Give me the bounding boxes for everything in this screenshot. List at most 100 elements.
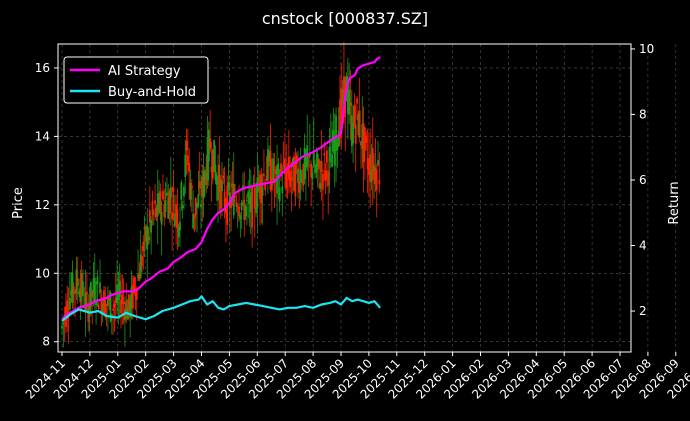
candle-body (74, 291, 77, 293)
candle-body (124, 309, 126, 321)
candle-body (201, 177, 204, 197)
candle-body (310, 163, 313, 178)
candle-body (112, 308, 115, 311)
candle-body (183, 186, 185, 197)
plot-frame (57, 43, 632, 353)
candle-body (324, 170, 327, 181)
candle-body (80, 273, 83, 297)
candle-body (106, 295, 109, 306)
candle-body (207, 129, 210, 162)
candle-body (196, 203, 198, 208)
legend: AI Strategy Buy-and-Hold (63, 56, 209, 104)
candle-body (314, 167, 316, 174)
candle-body (247, 191, 250, 198)
candle-body (341, 89, 344, 104)
candle-body (306, 145, 309, 168)
candle-body (154, 200, 157, 204)
candle-body (186, 155, 189, 165)
candle-body (192, 213, 195, 229)
right-axis-label: Return (667, 181, 682, 224)
candle-body (148, 210, 151, 223)
candle-body (354, 124, 357, 144)
candle-body (248, 196, 251, 205)
chart-title: cnstock [000837.SZ] (262, 9, 428, 28)
candle-body (179, 221, 181, 231)
candle-body (164, 200, 167, 212)
candle-body (274, 169, 277, 174)
candle-body (362, 123, 365, 163)
candle-body (147, 236, 150, 240)
candle-body (259, 174, 261, 200)
candle-body (146, 225, 149, 250)
candle-body (322, 173, 324, 190)
candle-body (236, 211, 239, 213)
candle-body (160, 211, 163, 225)
candle-body (78, 291, 80, 295)
candle-body (331, 154, 334, 167)
candle-body (260, 174, 263, 204)
candle-body (350, 115, 353, 146)
candle-body (282, 164, 285, 166)
series-lines (61, 56, 381, 322)
candle-body (139, 254, 142, 278)
candle-body (211, 149, 214, 179)
candle-body (238, 206, 240, 217)
candle-body (62, 322, 65, 325)
candle-body (185, 140, 188, 151)
candle-body (356, 98, 358, 104)
candle-body (277, 163, 280, 175)
candle-body (360, 141, 362, 146)
candle-body (143, 226, 146, 230)
candle-body (82, 281, 84, 297)
candle-body (235, 202, 238, 207)
candle-body (79, 288, 82, 303)
candle-body (318, 159, 320, 170)
candle-body (214, 165, 217, 181)
candle-body (177, 227, 180, 238)
candle-body (332, 130, 335, 152)
candle-body (370, 170, 373, 182)
candle-body (319, 183, 322, 189)
left-tick-label: 16 (35, 61, 50, 75)
candle-body (127, 294, 130, 311)
candle-body (168, 191, 171, 214)
candle-body (378, 180, 381, 185)
candle-body (166, 192, 168, 196)
candle-body (200, 203, 202, 208)
candle-body (228, 192, 231, 208)
candle-body (105, 303, 108, 306)
candle-body (349, 102, 352, 106)
candle-body (255, 207, 257, 213)
candle-body (328, 146, 331, 163)
candle-body (261, 187, 264, 196)
candle-body (135, 288, 138, 300)
candle-body (121, 294, 124, 304)
candle-body (343, 76, 345, 104)
candle-body (151, 200, 154, 216)
candle-body (348, 89, 351, 115)
candle-body (193, 213, 196, 219)
candle-body (75, 269, 78, 294)
candle-body (327, 171, 330, 186)
candle-body (256, 177, 259, 209)
right-tick-label: 10 (639, 42, 654, 56)
candle-body (125, 300, 128, 319)
legend-ai-strategy-label: AI Strategy (108, 64, 181, 79)
candle-body (176, 209, 179, 229)
candle-body (100, 296, 103, 313)
left-y-axis: 8 10 12 14 16 (35, 61, 58, 349)
candle-body (307, 155, 310, 158)
candle-body (184, 154, 187, 178)
left-tick-label: 8 (42, 335, 50, 349)
candle-body (210, 167, 213, 173)
candle-body (93, 277, 96, 303)
candle-body (84, 293, 87, 311)
candle-body (323, 153, 326, 156)
candle-body (361, 124, 364, 149)
right-tick-label: 6 (639, 173, 647, 187)
candle-body (295, 155, 298, 164)
left-tick-label: 12 (35, 198, 50, 212)
series-line-buy-and-hold (61, 295, 381, 322)
candle-body (158, 193, 160, 212)
